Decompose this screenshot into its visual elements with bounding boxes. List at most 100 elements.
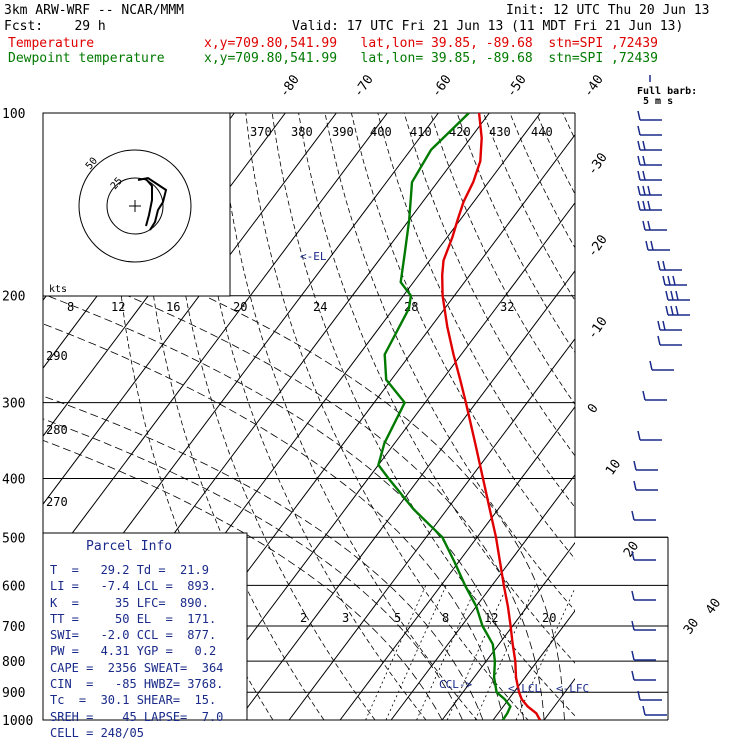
parcel-info-title: Parcel Info <box>86 539 172 554</box>
wind-barb <box>663 276 687 285</box>
wind-barb-flag <box>643 221 645 230</box>
mixing-ratio-label: 8 <box>442 611 449 625</box>
isotherm-line <box>187 113 642 720</box>
mixing-ratio-line <box>386 585 446 720</box>
wind-barb-flag <box>643 201 645 210</box>
mixing-ratio-label: 5 <box>394 611 401 625</box>
isobar-label: 900 <box>2 686 25 701</box>
wind-barb-flag <box>648 201 650 210</box>
dry-adiabat-line <box>589 113 740 733</box>
isotherm-line <box>238 113 693 720</box>
wind-barb-flag <box>634 461 636 470</box>
wind-barb <box>632 591 656 600</box>
isotherm-label: 0 <box>585 401 602 416</box>
wind-barb-flag <box>651 241 653 250</box>
wind-barb <box>638 201 662 210</box>
isotherm-label: -20 <box>585 232 611 260</box>
isotherm-label: 30 <box>681 616 702 637</box>
theta-e-label: 430 <box>489 125 511 139</box>
theta-e-label: 390 <box>332 125 354 139</box>
wind-barb-flag <box>663 261 665 270</box>
wind-barb-flag <box>658 336 660 345</box>
lcl-marker: <-LCL <box>508 682 541 695</box>
isotherm-line <box>289 113 740 720</box>
wind-barb <box>632 671 656 680</box>
wind-barb <box>638 431 662 440</box>
wind-barb <box>638 141 662 150</box>
dry-adiabat-line <box>668 113 740 733</box>
wind-barb-flag <box>666 291 668 300</box>
wind-barb-flag <box>638 431 640 440</box>
wind-barb-flag <box>643 391 645 400</box>
dry-adiabat-line <box>721 113 740 733</box>
wind-barb <box>643 221 667 230</box>
isobar-label: 800 <box>2 655 25 670</box>
dry-adiabat-line <box>616 113 740 733</box>
wind-barb-flag <box>676 291 678 300</box>
wind-barb-flag <box>658 261 660 270</box>
wind-barb-flag <box>663 321 665 330</box>
dry-adiabat-line <box>219 113 488 733</box>
inset-mixing-label: 8 <box>67 300 74 314</box>
dewpoint-line <box>378 113 510 720</box>
wind-barb-flag <box>648 221 650 230</box>
isotherm-label: -30 <box>585 150 611 178</box>
wind-barb-flag <box>643 141 645 150</box>
isotherm-label: -60 <box>429 72 455 100</box>
wind-barb <box>643 706 667 715</box>
wind-barb-flag <box>634 481 636 490</box>
theta-e-label: 410 <box>410 125 432 139</box>
inset-mixing-label: 16 <box>166 300 180 314</box>
parcel-row: PW = 4.31 YGP = 0.2 <box>50 643 223 659</box>
wind-barb <box>643 391 667 400</box>
parcel-row: T = 29.2 Td = 21.9 <box>50 562 223 578</box>
lfc-marker: <-LFC <box>556 682 589 695</box>
isotherm-label: -10 <box>585 314 611 342</box>
dry-adiabat-line <box>536 113 740 733</box>
wind-barb-flag <box>638 141 640 150</box>
inset-box: kts 50 25 <box>43 113 230 296</box>
wind-barb <box>658 321 682 330</box>
dry-adiabat-line <box>378 113 740 733</box>
wind-barb-flag <box>643 186 645 195</box>
wind-barb-flag <box>673 276 675 285</box>
wind-barb <box>666 306 690 315</box>
inset-mixing-label: 12 <box>111 300 125 314</box>
wind-barb-flag <box>638 171 640 180</box>
wind-barb <box>638 186 662 195</box>
dry-adiabat-label: 290 <box>46 349 68 363</box>
dry-adiabat-line <box>431 113 740 733</box>
dry-adiabat-line <box>272 113 591 733</box>
wind-barb <box>634 461 658 470</box>
mixing-ratio-label: 3 <box>342 611 349 625</box>
dry-adiabat-line <box>563 113 740 733</box>
isobar-label: 200 <box>2 290 25 305</box>
theta-e-label: 380 <box>291 125 313 139</box>
isotherm-label: -40 <box>581 72 607 100</box>
wind-barb-flag <box>671 291 673 300</box>
isotherm-label: 40 <box>703 596 724 617</box>
wind-barb-flag <box>632 511 634 520</box>
isotherm-label: -50 <box>504 72 530 100</box>
theta-e-label: 370 <box>250 125 272 139</box>
wind-barb-units: 5 m s <box>643 96 673 107</box>
parcel-row: K = 35 LFC= 890. <box>50 595 223 611</box>
isobar-label: 600 <box>2 579 25 594</box>
wind-barb-flag <box>648 186 650 195</box>
dry-adiabat-label: 280 <box>46 423 68 437</box>
wind-barb-flag <box>643 171 645 180</box>
isobar-label: 400 <box>2 472 25 487</box>
isobar-label: 700 <box>2 620 25 635</box>
wind-barb-flag <box>638 201 640 210</box>
el-marker: <-EL <box>300 250 327 263</box>
inset-mixing-label: 24 <box>313 300 327 314</box>
isotherm-label: -80 <box>277 72 303 100</box>
wind-barb <box>666 291 690 300</box>
parcel-row: CAPE = 2356 SWEAT= 364 <box>50 660 223 676</box>
mixing-ratio-label: 20 <box>542 611 556 625</box>
parcel-row: TT = 50 EL = 171. <box>50 611 223 627</box>
dry-adiabat-label: 270 <box>46 495 68 509</box>
wind-barb-flag <box>638 126 640 135</box>
wind-barb-flag <box>671 306 673 315</box>
parcel-row: LI = -7.4 LCL = 893. <box>50 578 223 594</box>
